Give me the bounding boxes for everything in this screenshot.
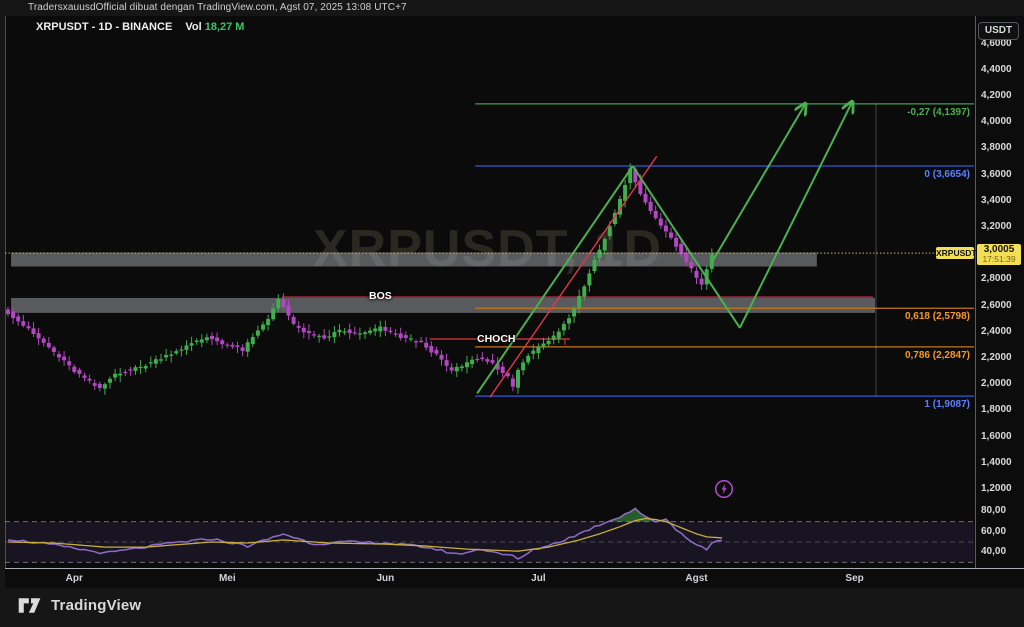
price-axis-tick: 2,8000 <box>981 273 1012 285</box>
price-axis-tick: 1,6000 <box>981 430 1012 442</box>
price-axis-tick: 4,4000 <box>981 63 1012 75</box>
fib-level-label: 1 (1,9087) <box>924 399 970 411</box>
chart-legend: XRPUSDT - 1D - BINANCE Vol 18,27 M <box>36 21 244 33</box>
last-price-value: 3,0005 <box>983 244 1015 255</box>
price-axis-tick: 1,8000 <box>981 404 1012 416</box>
rsi-axis-tick: 60,00 <box>981 525 1007 537</box>
rsi-axis-tick: 80,00 <box>981 505 1007 517</box>
price-axis-tick: 1,4000 <box>981 456 1012 468</box>
price-axis-tick: 3,6000 <box>981 168 1012 180</box>
price-axis-tick: 4,2000 <box>981 89 1012 101</box>
price-axis-tick: 2,6000 <box>981 299 1012 311</box>
time-axis-month-label: Mei <box>218 573 236 584</box>
supply-demand-zones <box>11 252 876 313</box>
fib-level-label: -0,27 (4,1397) <box>907 106 970 118</box>
volume-label: Vol <box>185 21 202 33</box>
price-axis-tick: 4,6000 <box>981 37 1012 49</box>
fib-retracement-lines <box>475 103 974 397</box>
time-axis-month-label: Jun <box>376 573 395 584</box>
price-axis-tick: 1,2000 <box>981 482 1012 494</box>
price-axis[interactable] <box>975 16 1024 568</box>
tradingview-logo-icon <box>18 597 41 613</box>
bar-countdown: 17:51:39 <box>982 254 1016 264</box>
price-axis-tick: 3,8000 <box>981 142 1012 154</box>
time-axis[interactable] <box>5 568 1024 588</box>
price-axis-tick: 2,2000 <box>981 351 1012 363</box>
tradingview-logo-text: TradingView <box>51 596 142 614</box>
symbol-title: XRPUSDT - 1D - BINANCE <box>36 21 173 33</box>
fib-level-label: 0,618 (2,5798) <box>904 311 970 323</box>
currency-toggle-button[interactable]: USDT <box>978 22 1019 40</box>
price-axis-tick: 3,4000 <box>981 194 1012 206</box>
price-axis-tick: 2,0000 <box>981 378 1012 390</box>
time-axis-month-label: Sep <box>845 573 864 584</box>
price-axis-tick: 4,0000 <box>981 116 1012 128</box>
choch-label: CHOCH <box>477 333 516 345</box>
fib-level-label: 0 (3,6654) <box>924 169 970 180</box>
rsi-pane <box>5 507 974 563</box>
fib-level-label: 0,786 (2,2847) <box>904 349 970 361</box>
time-axis-month-label: Jul <box>531 573 546 584</box>
last-price-flag: 3,0005 17:51:39 <box>977 244 1021 265</box>
symbol-price-tag: XRPUSDT <box>936 247 977 259</box>
lightning-icon[interactable] <box>714 479 734 499</box>
price-axis-tick: 2,4000 <box>981 325 1012 337</box>
time-axis-month-label: Apr <box>65 573 83 584</box>
tradingview-logo[interactable]: TradingView <box>18 595 141 615</box>
rsi-axis-tick: 40,00 <box>981 546 1007 558</box>
candlesticks <box>6 163 714 395</box>
volume-value: 18,27 M <box>204 21 245 33</box>
price-axis-tick: 3,2000 <box>981 220 1012 232</box>
trend-arrows <box>476 103 851 398</box>
time-axis-month-label: Agst <box>685 573 708 584</box>
chart-pane[interactable] <box>5 16 975 568</box>
bos-label: BOS <box>369 290 392 302</box>
attribution-bar: TradersxauusdOfficial dibuat dengan Trad… <box>28 2 407 13</box>
